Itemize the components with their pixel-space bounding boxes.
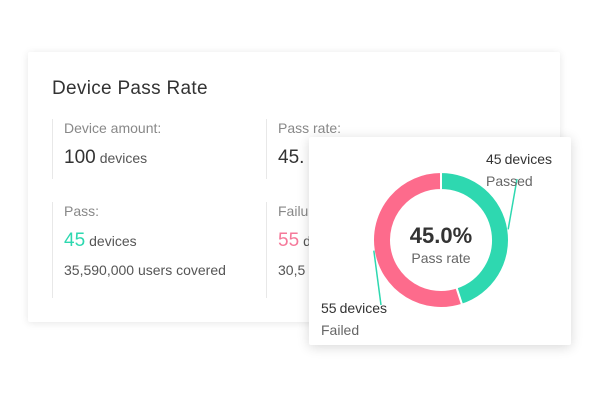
stat-label: Pass: <box>64 203 100 219</box>
stat-unit: devices <box>89 233 137 249</box>
stat-number: 45. <box>278 147 305 168</box>
stat-label: Device amount: <box>64 120 162 136</box>
stat-value: 45. <box>278 146 388 171</box>
leader-line-failed <box>373 250 382 306</box>
stat-value: 55 d <box>278 229 388 254</box>
stat-fail: Failu 55 d 30,5 <box>266 202 388 298</box>
callout-failed: 55 devices Failed <box>321 297 387 341</box>
donut-center-label: Pass rate <box>411 250 471 266</box>
callout-unit: devices <box>504 151 553 167</box>
stat-pass: Pass: 45 devices 35,590,000 users covered <box>52 202 264 298</box>
stat-pass-rate: Pass rate: 45. <box>266 119 388 179</box>
stat-value: 45 devices <box>64 229 264 254</box>
callout-count: 45 devices <box>486 148 552 170</box>
callout-passed: 45 devices Passed <box>486 148 552 192</box>
stat-label: Pass rate: <box>278 120 342 136</box>
stat-device-amount: Device amount: 100 devices <box>52 119 244 179</box>
stat-number: 45 <box>64 230 86 251</box>
callout-unit: devices <box>339 300 388 316</box>
callout-number: 45 <box>486 151 502 167</box>
stat-unit: devices <box>99 150 148 166</box>
callout-status: Failed <box>321 322 360 338</box>
stat-unit: d <box>303 233 311 249</box>
callout-status: Passed <box>486 173 533 189</box>
pass-rate-popover: 45.0% Pass rate 45 devices Passed 55 devic… <box>309 137 571 345</box>
stat-number: 55 <box>278 230 300 251</box>
leader-line-passed <box>507 178 518 230</box>
card-title: Device Pass Rate <box>52 78 208 99</box>
donut-chart <box>372 170 518 309</box>
stat-label: Failu <box>278 203 309 219</box>
callout-number: 55 <box>321 300 337 316</box>
donut-slice-failed <box>372 170 464 309</box>
stat-users-covered: 35,590,000 users covered <box>64 262 226 278</box>
callout-count: 55 devices <box>321 297 387 319</box>
stat-value: 100 devices <box>64 146 244 171</box>
stat-users-covered: 30,5 <box>278 262 306 278</box>
donut-center-value: 45.0% <box>409 223 473 248</box>
stat-number: 100 <box>64 147 96 168</box>
